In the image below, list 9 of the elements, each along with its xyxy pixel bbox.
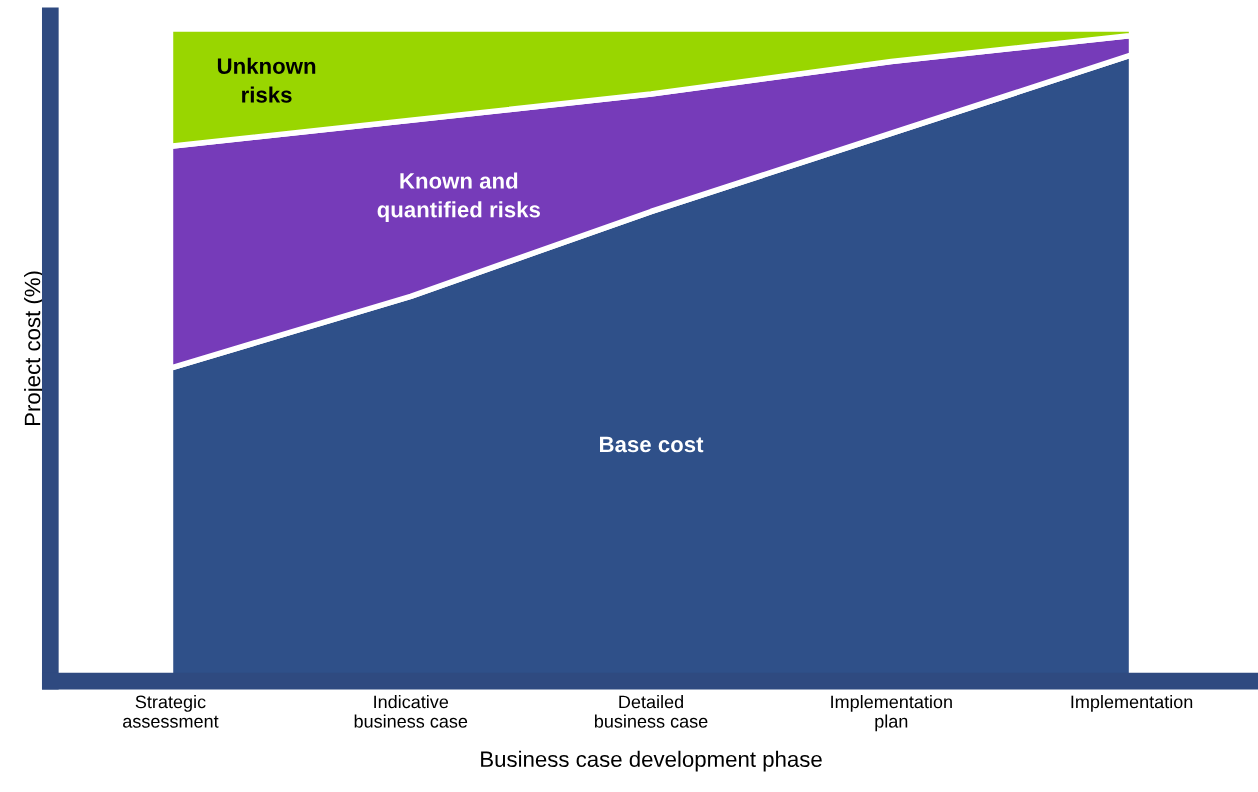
x-tick-label: Detailed business case [594,695,708,728]
x-tick-label: Indicative business case [354,695,468,728]
x-tick-label: Strategic assessment [123,695,219,728]
x-tick-label: Implementation plan [831,695,952,732]
series-label: Known and quantified risks [377,172,541,222]
x-tick-label: Implementation [1071,695,1193,712]
series-label: Unknown risks [217,57,316,103]
series-label: Base cost [600,436,704,453]
x-axis-title: Business case development phase [481,750,822,772]
